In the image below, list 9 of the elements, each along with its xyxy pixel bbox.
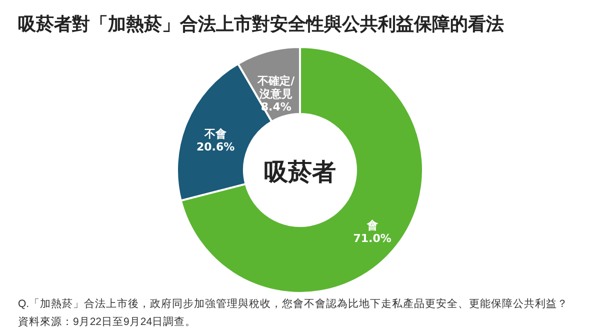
text: 吸菸者 — [263, 158, 337, 188]
data-label: 71.0% — [353, 232, 392, 246]
text: Q.「加熱菸」合法上市後，政府同步加強管理與稅收，您會不會認為比地下走私產品更安全、更能保障公共利益？ — [18, 297, 568, 311]
slice-label: 會 — [366, 219, 378, 232]
slice-label: 不會 — [204, 128, 227, 141]
data-label: 20.6% — [196, 140, 235, 154]
slice-label: 不確定/沒意見 — [256, 74, 296, 101]
source-note: 資料來源：9月22日至9月24日調查。 — [18, 315, 196, 329]
chart-title: 吸菸者對「加熱菸」合法上市對安全性與公共利益保障的看法 — [18, 13, 504, 36]
